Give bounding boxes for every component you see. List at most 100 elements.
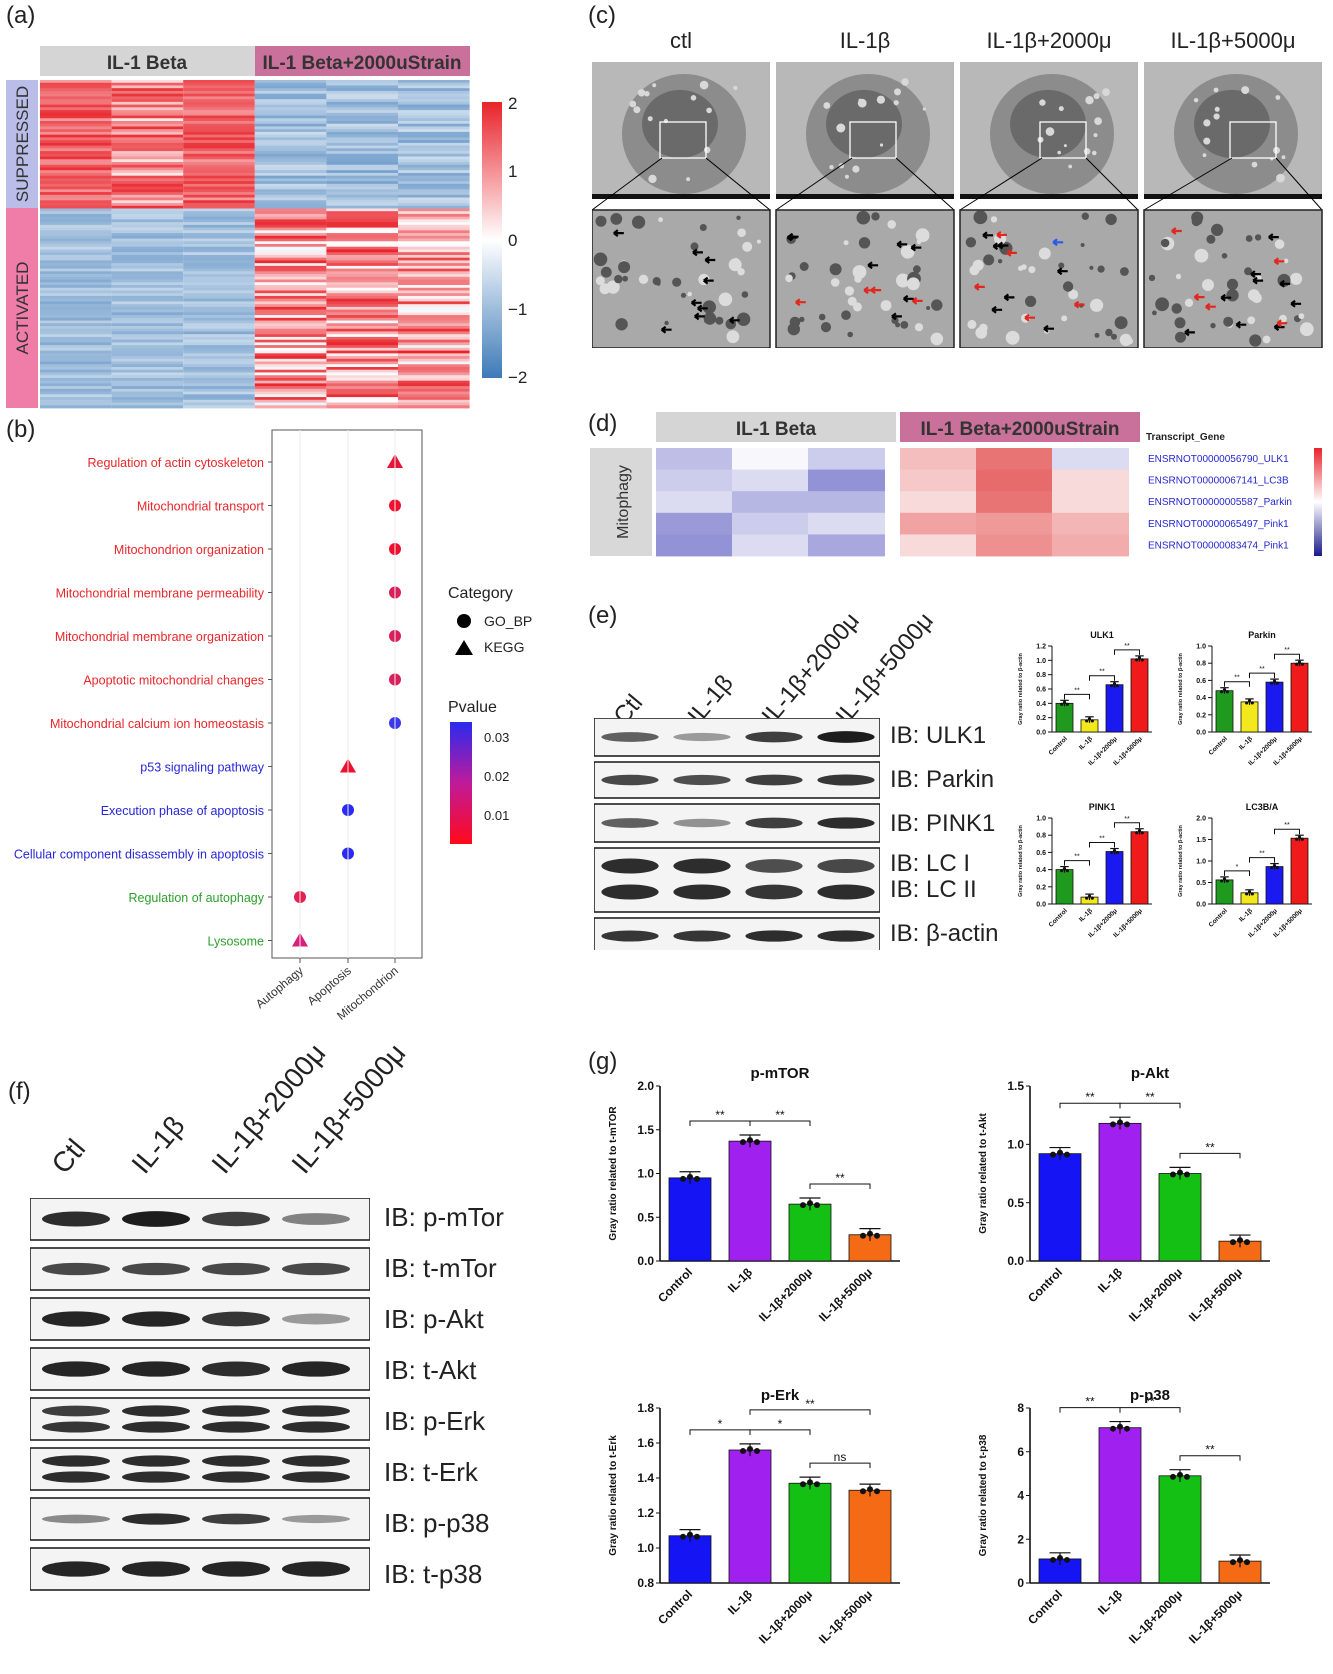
e-blot-label: IB: Parkin [890,766,995,793]
heatmap-cell [40,129,112,133]
d-heatmap-cell [656,512,733,535]
heatmap-cell [254,121,327,125]
tem-arrow [997,241,1009,250]
heatmap-cell [398,80,470,84]
heatmap-cell [111,402,184,406]
heatmap-cell [111,375,184,379]
heatmap-cell [398,227,470,231]
blot-band [42,1311,110,1327]
heatmap-cell [183,402,255,406]
heatmap-cell [40,233,112,237]
heatmap-cell [254,290,327,294]
heatmap-cell [326,197,399,201]
heatmap-cell [398,356,470,360]
heatmap-cell [183,230,255,234]
heatmap-cell [40,82,112,86]
chart-sig-label: ** [1205,1443,1215,1457]
heatmap-cell [398,219,470,223]
chart-category-label: IL-1β+5000μ [1186,1265,1245,1324]
heatmap-cell [254,175,327,179]
heatmap-cell [183,233,255,237]
chart-y-tick-label: 0.6 [1036,850,1046,857]
chart-point [874,1488,880,1495]
chart-point [1177,1471,1183,1478]
legend-circle-icon [457,614,471,628]
heatmap-cell [40,353,112,357]
chart-sig-bracket [1249,672,1275,679]
heatmap-cell [40,265,112,269]
tem-arrow [613,229,624,237]
heatmap-cell [111,233,184,237]
d-heatmap-cell [808,491,885,514]
heatmap-cells [40,80,470,409]
heatmap-cell [111,208,184,212]
heatmap-cell [183,364,255,368]
heatmap-cell [111,356,184,360]
heatmap-cell [183,123,255,127]
legend-category-gobp: GO_BP [484,613,532,629]
heatmap-cell [111,186,184,190]
heatmap-cell [111,230,184,234]
heatmap-cell [398,151,470,155]
blot-band [122,1361,190,1377]
f-blot-label: IB: p-Erk [384,1406,486,1436]
heatmap-cell [326,298,399,302]
heatmap-cell [40,238,112,242]
chart-sig-bracket [1249,857,1275,863]
heatmap-cell [398,140,470,144]
heatmap-cell [40,183,112,187]
d-heatmap-cell [976,512,1053,535]
heatmap-cell [254,339,327,343]
heatmap-cell [254,301,327,305]
blot-strip [30,1497,370,1541]
heatmap-cell [254,88,327,92]
chart-point [680,1533,686,1540]
heatmap-cell [254,260,327,264]
colorbar-d [1314,448,1322,556]
heatmap-cell [111,238,184,242]
chart-y-tick-label: 1.8 [637,1401,654,1415]
chart-bar [1130,831,1149,905]
chart-category-label: IL-1β [725,1265,755,1295]
chart-point [1110,850,1114,855]
chart-point [1062,700,1067,704]
chart-category-label: Control [1048,907,1069,928]
heatmap-cell [326,249,399,253]
f-blot-strips [30,1198,370,1591]
heatmap-cell [398,331,470,335]
heatmap-cell [398,110,470,114]
heatmap-cell [254,358,327,362]
chart-title: p-Akt [1131,1065,1169,1082]
heatmap-cell [183,279,255,283]
tem-column-label: IL-1β+2000μ [986,28,1112,53]
colorbar-a-tick: −1 [508,300,527,319]
heatmap-cell [111,153,184,157]
heatmap-cell [326,222,399,226]
blot-band [122,1513,190,1525]
d-heatmap-cell [1052,534,1129,557]
heatmap-cell [398,377,470,382]
chart-bar [1290,662,1309,733]
heatmap-cell [111,99,184,103]
heatmap-cell [40,115,112,119]
chart-category-label: IL-1β+2000μ [1126,1587,1185,1646]
heatmap-cell [398,257,470,261]
heatmap-cell [183,367,255,371]
heatmap-cell [326,317,399,321]
heatmap-cell [326,293,399,297]
heatmap-cell [254,388,327,392]
chart-bar [1105,684,1124,733]
blot-band [42,1262,110,1276]
heatmap-cell [326,178,399,182]
panel-c-tem-grid: ctl IL-1β IL-1β+2000μ IL-1β+5000μ [592,28,1332,348]
heatmap-cell [183,115,255,119]
heatmap-cell [183,260,255,264]
chart-category-label: Control [1208,907,1229,928]
heatmap-cell [254,172,327,177]
tem-arrow [1250,270,1261,278]
heatmap-cell [111,260,184,264]
heatmap-cell [398,137,470,141]
legend-triangle-icon [455,640,473,655]
blot-band [202,1421,270,1433]
chart-point [1237,1237,1243,1244]
